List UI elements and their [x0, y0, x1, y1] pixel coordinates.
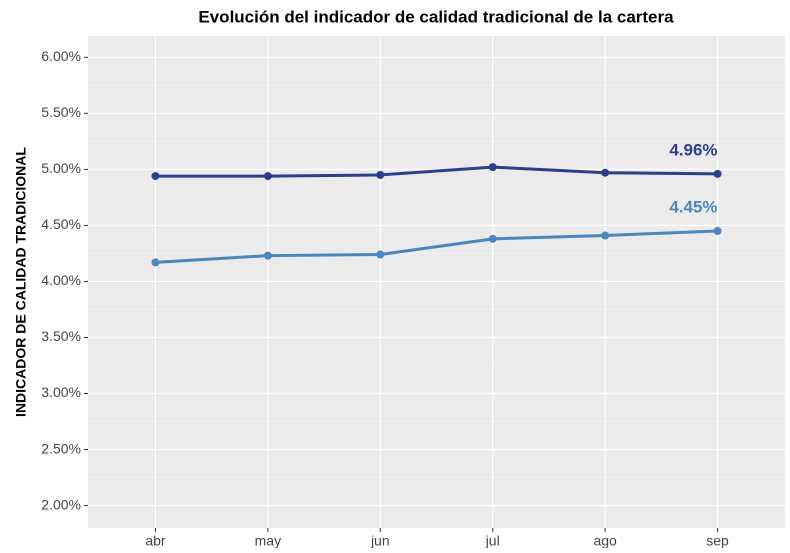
- y-tick-label: 5.00%: [41, 160, 81, 176]
- chart-title: Evolución del indicador de calidad tradi…: [198, 7, 674, 26]
- point: [151, 172, 160, 181]
- x-tick-label: jun: [370, 533, 390, 548]
- y-tick-label: 5.50%: [41, 104, 81, 120]
- y-tick-label: 4.00%: [41, 272, 81, 288]
- y-tick-label: 6.00%: [41, 48, 81, 64]
- series-line: [155, 229, 718, 264]
- point: [376, 250, 385, 259]
- x-tick-label: abr: [145, 533, 166, 548]
- x-tick-label: ago: [593, 533, 617, 548]
- y-tick-label: 2.00%: [41, 496, 81, 512]
- y-axis-label: INDICADOR DE CALIDAD TRADICIONAL: [13, 147, 29, 417]
- point: [488, 163, 497, 172]
- y-tick-label: 3.50%: [41, 328, 81, 344]
- series-line: [155, 165, 718, 178]
- y-tick-label: 4.50%: [41, 216, 81, 232]
- point: [263, 251, 272, 260]
- point: [376, 170, 385, 179]
- point: [713, 227, 722, 236]
- point: [151, 258, 160, 267]
- x-tick-label: may: [255, 533, 281, 548]
- point: [263, 172, 272, 181]
- x-tick-label: sep: [706, 533, 729, 548]
- value-label: 4.96%: [669, 140, 717, 159]
- value-label: 4.45%: [669, 197, 717, 216]
- point: [713, 169, 722, 178]
- x-tick-label: jul: [485, 533, 500, 548]
- point: [601, 168, 610, 177]
- y-tick-label: 2.50%: [41, 440, 81, 456]
- y-tick-label: 3.00%: [41, 384, 81, 400]
- point: [601, 231, 610, 240]
- point: [488, 234, 497, 243]
